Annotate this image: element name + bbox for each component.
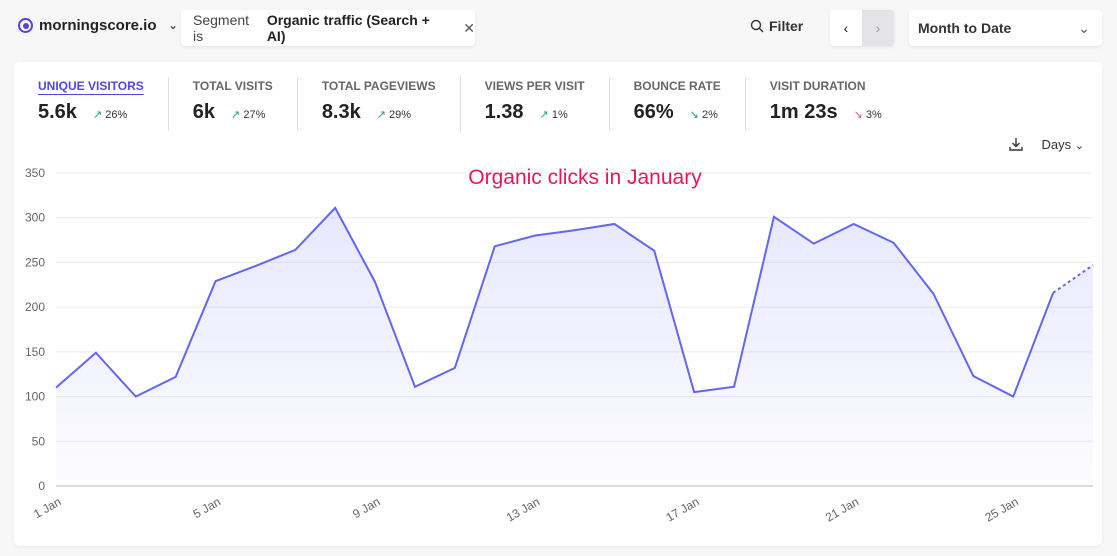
x-tick-label: 9 Jan: [350, 494, 382, 521]
stat-label: TOTAL PAGEVIEWS: [321, 79, 436, 93]
stat-visit-duration[interactable]: VISIT DURATION 1m 23s ↘ 3%: [744, 77, 906, 131]
stat-change: ↗ 1%: [540, 108, 568, 121]
stat-change: ↗ 26%: [93, 108, 127, 121]
stat-change: ↗ 29%: [377, 108, 411, 121]
stat-label: TOTAL VISITS: [192, 79, 273, 93]
site-logo-icon: [18, 18, 33, 33]
top-bar: morningscore.io ⌄ Segment is Organic tra…: [0, 0, 1117, 56]
y-tick-label: 200: [25, 300, 45, 314]
chart-tools: Days ⌄: [1008, 136, 1084, 152]
y-tick-label: 250: [25, 255, 45, 269]
arrow-up-right-icon: ↗: [231, 109, 241, 121]
segment-value: Organic traffic (Search + AI): [266, 12, 430, 44]
download-icon[interactable]: [1008, 136, 1024, 152]
interval-label: Days: [1041, 136, 1072, 152]
period-select[interactable]: Month to Date ⌄: [909, 10, 1102, 46]
x-tick-label: 25 Jan: [983, 494, 1021, 524]
stat-value: 1m 23s: [769, 101, 838, 123]
search-icon: [750, 19, 764, 33]
stat-change: ↘ 2%: [690, 108, 718, 121]
stat-label: VIEWS PER VISIT: [484, 79, 585, 93]
arrow-up-right-icon: ↗: [539, 109, 549, 121]
stat-value: 8.3k: [321, 101, 361, 123]
y-tick-label: 0: [38, 479, 45, 493]
x-tick-label: 21 Jan: [823, 494, 861, 524]
stat-change: ↘ 3%: [854, 108, 882, 121]
stat-change-value: 26%: [105, 109, 128, 121]
interval-select[interactable]: Days ⌄: [1042, 137, 1084, 152]
y-tick-label: 300: [25, 211, 45, 225]
stat-label: VISIT DURATION: [769, 79, 866, 93]
stat-total-visits[interactable]: TOTAL VISITS 6k ↗ 27%: [167, 77, 297, 131]
site-name: morningscore.io: [39, 17, 157, 34]
stat-label: UNIQUE VISITORS: [38, 79, 144, 93]
stat-change-value: 3%: [865, 109, 882, 121]
stat-change-value: 1%: [551, 109, 568, 121]
site-selector[interactable]: morningscore.io ⌄: [18, 17, 178, 34]
x-tick-label: 5 Jan: [191, 494, 223, 521]
arrow-down-right-icon: ↘: [689, 109, 699, 121]
x-tick-label: 17 Jan: [663, 494, 701, 524]
stat-change-value: 29%: [389, 109, 412, 121]
next-period-button[interactable]: ›: [862, 10, 894, 46]
filter-button[interactable]: Filter: [750, 18, 803, 34]
y-tick-label: 150: [25, 345, 45, 359]
previous-period-button[interactable]: ‹: [830, 10, 862, 46]
y-tick-label: 100: [25, 390, 45, 404]
stat-change-value: 2%: [701, 109, 718, 121]
stat-bounce-rate[interactable]: BOUNCE RATE 66% ↘ 2%: [608, 77, 745, 131]
stat-total-pageviews[interactable]: TOTAL PAGEVIEWS 8.3k ↗ 29%: [296, 77, 460, 131]
x-tick-label: 1 Jan: [31, 494, 63, 521]
stat-unique-visitors[interactable]: UNIQUE VISITORS 5.6k ↗ 26%: [14, 77, 168, 131]
chevron-down-icon: ⌄: [1074, 139, 1084, 152]
chart-annotation: Organic clicks in January: [468, 166, 702, 189]
stats-row: UNIQUE VISITORS 5.6k ↗ 26% TOTAL VISITS 6…: [14, 77, 906, 131]
period-nav: ‹ ›: [830, 10, 894, 46]
stat-value: 6k: [192, 101, 216, 123]
period-label: Month to Date: [918, 20, 1012, 36]
chevron-down-icon: ⌄: [168, 20, 178, 32]
close-icon[interactable]: ✕: [463, 19, 475, 36]
segment-prefix: Segment is: [193, 12, 250, 44]
arrow-up-right-icon: ↗: [376, 109, 386, 121]
stat-views-per-visit[interactable]: VIEWS PER VISIT 1.38 ↗ 1%: [459, 77, 609, 131]
stat-value: 66%: [633, 101, 674, 123]
y-tick-label: 350: [25, 166, 45, 180]
segment-chip[interactable]: Segment is Organic traffic (Search + AI)…: [181, 10, 475, 46]
arrow-up-right-icon: ↗: [92, 109, 103, 121]
stat-value: 1.38: [484, 101, 524, 123]
stat-label: BOUNCE RATE: [633, 79, 721, 93]
area-fill: [56, 207, 1093, 486]
filter-label: Filter: [769, 18, 804, 34]
series-line: [55, 206, 1055, 398]
stat-value: 5.6k: [38, 101, 77, 123]
x-tick-label: 13 Jan: [504, 494, 542, 524]
y-tick-label: 50: [32, 434, 46, 448]
stat-change: ↗ 27%: [231, 108, 265, 121]
stat-change-value: 27%: [243, 109, 266, 121]
chevron-down-icon: ⌄: [1078, 19, 1090, 36]
arrow-down-right-icon: ↘: [853, 109, 863, 121]
series-line-incomplete: [1052, 264, 1094, 294]
